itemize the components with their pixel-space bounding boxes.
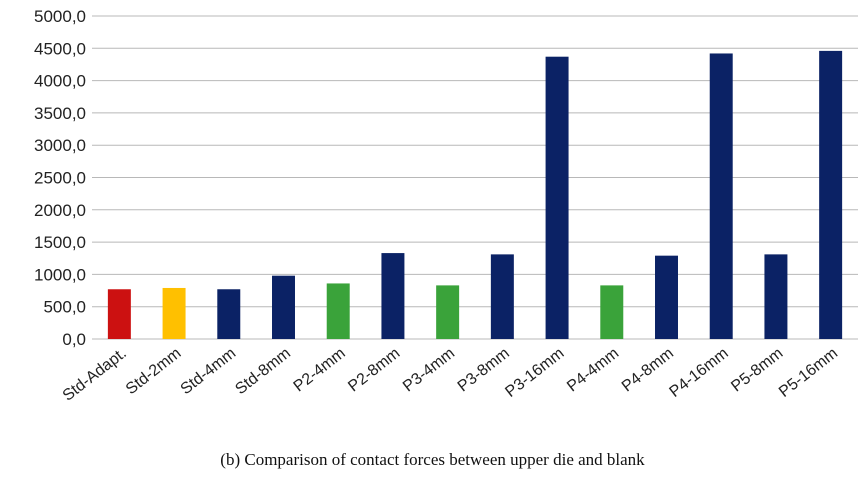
x-tick-label: P2-8mm: [345, 345, 403, 396]
x-tick-label: P3-4mm: [400, 345, 458, 396]
y-tick-label: 5000,0: [34, 7, 86, 26]
bars: [107, 50, 843, 340]
bar: [326, 283, 350, 339]
figure-caption: (b) Comparison of contact forces between…: [220, 450, 645, 469]
x-tick-label: P4-4mm: [564, 345, 622, 396]
x-tick-label: P3-16mm: [502, 345, 567, 401]
bar: [490, 254, 514, 339]
bar: [436, 285, 460, 339]
gridlines: [92, 15, 858, 340]
bar: [545, 56, 569, 339]
bar-chart: 0,0 500,0 1000,0 1500,0 2000,0 2500,0 3000,0 35…: [34, 7, 858, 405]
x-tick-label: P5-16mm: [776, 345, 841, 401]
y-tick-label: 0,0: [62, 330, 86, 349]
y-axis-ticks: 0,0 500,0 1000,0 1500,0 2000,0 2500,0 3000,0 35…: [34, 7, 86, 349]
x-tick-label: Std-Adapt.: [60, 345, 130, 405]
x-tick-label: Std-2mm: [123, 345, 185, 398]
y-tick-label: 3500,0: [34, 104, 86, 123]
x-tick-label: Std-4mm: [178, 345, 240, 398]
x-axis-ticks: Std-Adapt.Std-2mmStd-4mmStd-8mmP2-4mmP2-…: [60, 345, 841, 405]
bar: [107, 289, 131, 339]
y-tick-label: 2000,0: [34, 201, 86, 220]
bar: [764, 254, 788, 339]
bar: [709, 53, 733, 340]
bar: [162, 287, 186, 339]
y-tick-label: 2500,0: [34, 169, 86, 188]
x-tick-label: P4-16mm: [667, 345, 732, 401]
y-tick-label: 500,0: [43, 298, 86, 317]
bar: [600, 285, 624, 339]
y-tick-label: 1000,0: [34, 265, 86, 284]
bar: [655, 255, 678, 339]
bar: [217, 289, 241, 339]
y-tick-label: 4000,0: [34, 72, 86, 91]
y-tick-label: 3000,0: [34, 136, 86, 155]
y-tick-label: 4500,0: [34, 39, 86, 58]
x-tick-label: P2-4mm: [291, 345, 349, 396]
bar: [381, 253, 405, 339]
bar: [819, 50, 843, 339]
y-tick-label: 1500,0: [34, 233, 86, 252]
bar: [272, 275, 295, 339]
x-tick-label: Std-8mm: [232, 345, 294, 398]
